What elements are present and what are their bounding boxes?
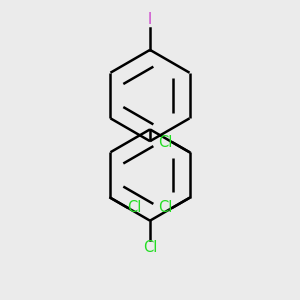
Text: Cl: Cl [143,240,157,255]
Text: Cl: Cl [127,200,141,215]
Text: Cl: Cl [159,135,173,150]
Text: Cl: Cl [159,200,173,215]
Text: I: I [148,12,152,27]
